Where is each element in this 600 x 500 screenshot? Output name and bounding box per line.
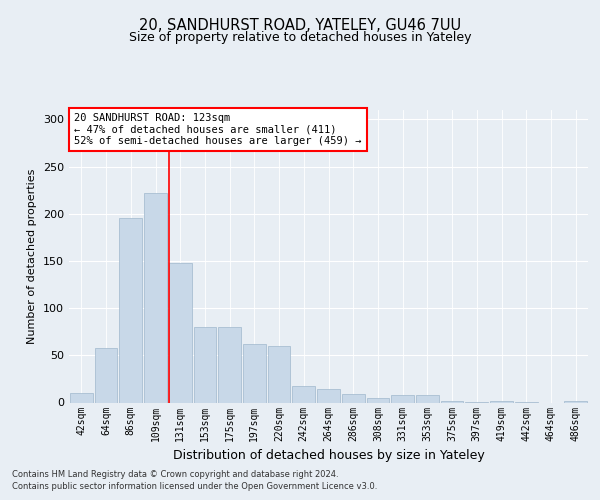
- Bar: [367, 398, 389, 402]
- Bar: [391, 395, 414, 402]
- Bar: [317, 390, 340, 402]
- X-axis label: Distribution of detached houses by size in Yateley: Distribution of detached houses by size …: [173, 449, 484, 462]
- Bar: [144, 193, 167, 402]
- Bar: [416, 395, 439, 402]
- Text: 20, SANDHURST ROAD, YATELEY, GU46 7UU: 20, SANDHURST ROAD, YATELEY, GU46 7UU: [139, 18, 461, 32]
- Bar: [119, 218, 142, 402]
- Bar: [70, 393, 93, 402]
- Text: Size of property relative to detached houses in Yateley: Size of property relative to detached ho…: [129, 31, 471, 44]
- Text: Contains public sector information licensed under the Open Government Licence v3: Contains public sector information licen…: [12, 482, 377, 491]
- Bar: [268, 346, 290, 403]
- Text: Contains HM Land Registry data © Crown copyright and database right 2024.: Contains HM Land Registry data © Crown c…: [12, 470, 338, 479]
- Bar: [243, 344, 266, 403]
- Bar: [564, 400, 587, 402]
- Bar: [169, 263, 191, 402]
- Bar: [292, 386, 315, 402]
- Text: 20 SANDHURST ROAD: 123sqm
← 47% of detached houses are smaller (411)
52% of semi: 20 SANDHURST ROAD: 123sqm ← 47% of detac…: [74, 113, 362, 146]
- Bar: [95, 348, 118, 403]
- Y-axis label: Number of detached properties: Number of detached properties: [28, 168, 37, 344]
- Bar: [194, 327, 216, 402]
- Bar: [342, 394, 365, 402]
- Bar: [490, 400, 513, 402]
- Bar: [218, 327, 241, 402]
- Bar: [441, 400, 463, 402]
